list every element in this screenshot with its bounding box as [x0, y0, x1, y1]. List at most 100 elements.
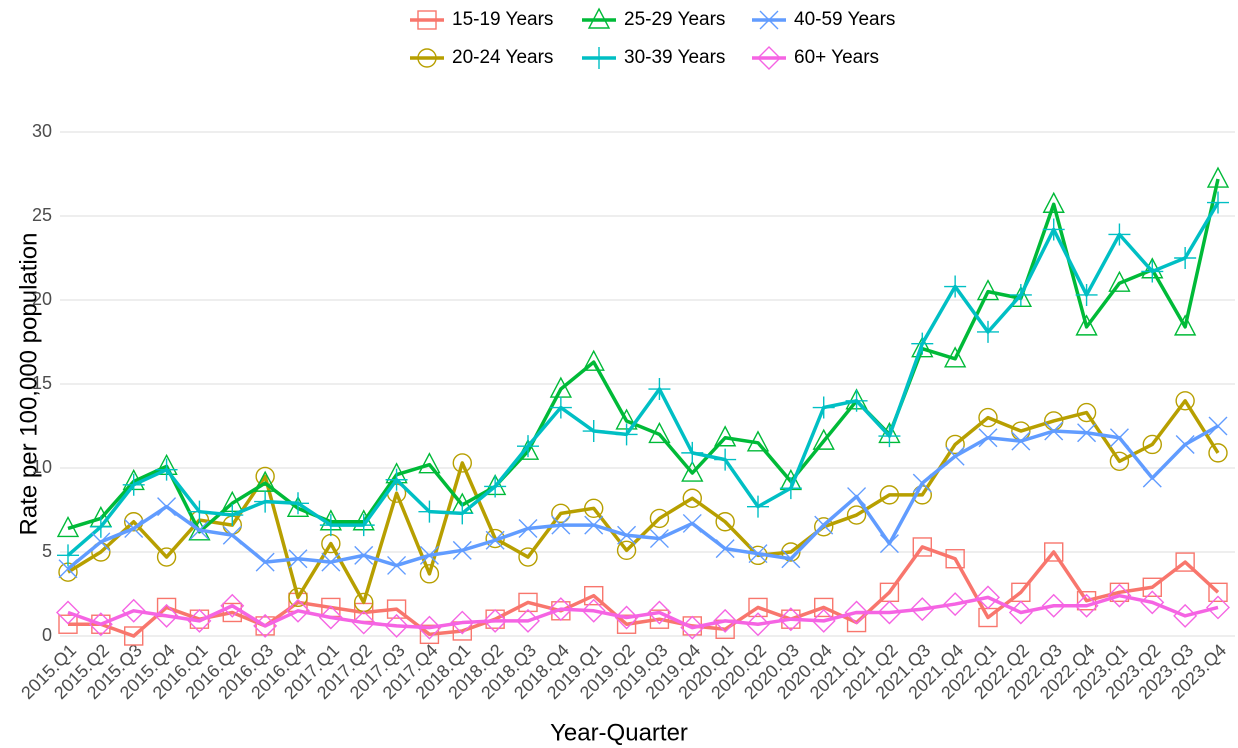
marker	[614, 605, 639, 630]
marker	[1206, 166, 1230, 188]
marker	[1208, 582, 1228, 603]
marker	[386, 599, 407, 619]
marker	[912, 537, 932, 557]
marker	[549, 396, 572, 419]
marker	[1108, 270, 1131, 292]
marker	[385, 468, 408, 491]
marker	[122, 473, 145, 496]
marker	[121, 598, 146, 623]
marker	[387, 555, 407, 575]
marker	[682, 488, 702, 508]
legend-label: 40-59 Years	[794, 9, 895, 30]
marker	[781, 549, 801, 569]
marker	[976, 279, 1000, 301]
marker	[1206, 595, 1230, 620]
marker	[57, 544, 79, 567]
marker	[221, 504, 244, 527]
marker	[1174, 247, 1197, 269]
marker	[814, 597, 834, 618]
marker	[1207, 191, 1229, 214]
marker	[1173, 603, 1198, 628]
legend-label: 30-39 Years	[624, 47, 725, 68]
marker	[1108, 223, 1131, 246]
y-tick-label: 0	[42, 625, 52, 645]
marker	[976, 585, 1000, 610]
marker	[746, 430, 770, 452]
legend-label: 60+ Years	[794, 47, 879, 68]
marker	[384, 613, 409, 638]
marker	[1175, 391, 1195, 411]
marker	[812, 396, 835, 419]
marker	[812, 428, 835, 450]
marker	[747, 495, 769, 518]
marker	[581, 598, 606, 623]
marker	[945, 549, 965, 569]
marker	[1008, 600, 1033, 625]
marker	[56, 515, 80, 538]
marker	[682, 513, 702, 533]
marker	[188, 500, 211, 523]
marker	[978, 407, 998, 428]
series	[57, 191, 1229, 567]
marker	[1107, 583, 1132, 608]
legend-marker	[587, 7, 611, 29]
marker	[1076, 591, 1097, 611]
marker	[1041, 593, 1066, 618]
marker	[1141, 260, 1164, 283]
marker	[811, 608, 836, 633]
marker	[911, 336, 934, 358]
line	[67, 593, 1219, 630]
marker	[978, 428, 998, 448]
marker	[222, 525, 242, 545]
marker	[649, 609, 670, 629]
marker	[354, 545, 374, 565]
marker	[352, 514, 375, 537]
line	[66, 201, 1220, 557]
marker	[582, 420, 605, 443]
legend-marker	[417, 10, 437, 30]
legend-label: 20-24 Years	[452, 47, 553, 68]
marker	[1011, 431, 1031, 451]
marker	[254, 490, 277, 513]
marker	[582, 349, 605, 371]
marker	[450, 610, 475, 635]
marker	[847, 487, 867, 507]
y-tick-label: 30	[32, 121, 52, 141]
marker	[286, 598, 310, 623]
marker	[584, 515, 604, 535]
marker	[1077, 423, 1097, 443]
marker	[1044, 421, 1064, 441]
marker	[648, 421, 671, 444]
marker	[516, 608, 540, 633]
marker	[187, 608, 212, 633]
marker	[714, 448, 737, 471]
marker	[1140, 590, 1165, 615]
marker	[1142, 468, 1162, 488]
marker	[551, 503, 571, 524]
marker	[814, 515, 834, 535]
marker	[1175, 434, 1195, 454]
marker	[548, 597, 573, 622]
marker	[1042, 191, 1065, 213]
marker	[648, 378, 671, 401]
marker	[255, 552, 275, 572]
series	[58, 537, 1228, 646]
marker	[124, 518, 144, 538]
marker	[943, 592, 968, 617]
legend-marker	[757, 46, 781, 70]
marker	[1175, 552, 1195, 572]
y-tick-label: 20	[32, 289, 52, 309]
marker	[584, 498, 604, 519]
marker	[1074, 593, 1099, 618]
marker	[584, 585, 604, 606]
line	[66, 424, 1219, 571]
marker	[189, 520, 209, 540]
legend-label: 25-29 Years	[624, 9, 725, 30]
marker	[1109, 582, 1130, 603]
y-tick-label: 10	[32, 457, 52, 477]
marker	[418, 452, 441, 474]
marker	[253, 613, 278, 638]
marker	[944, 275, 967, 298]
marker	[1208, 443, 1228, 463]
marker	[91, 614, 111, 634]
